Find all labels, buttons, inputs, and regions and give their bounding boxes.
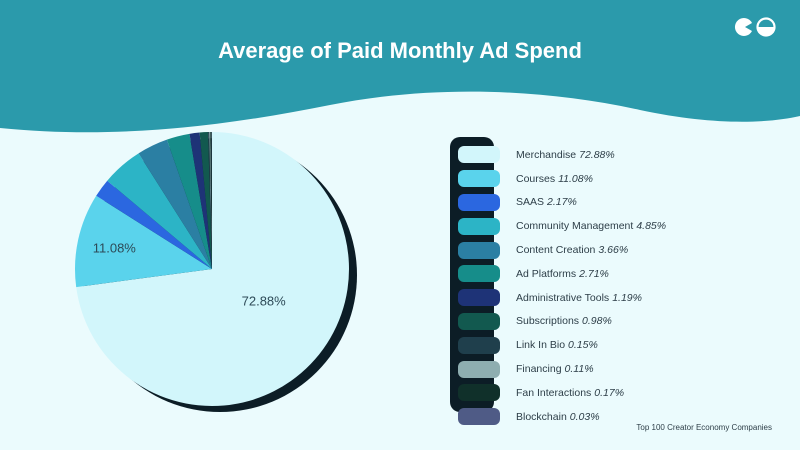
legend-item: Financing 0.11%: [458, 357, 666, 381]
legend-swatch: [458, 312, 500, 330]
legend-swatch: [458, 217, 500, 235]
legend-percent: 3.66%: [598, 244, 629, 257]
legend-swatch: [458, 360, 500, 378]
legend-percent: 72.88%: [579, 148, 615, 161]
legend-item: Fan Interactions 0.17%: [458, 381, 666, 405]
pie-slice-link-in-bio: [208, 132, 212, 269]
pie-slice-fan-interactions: [210, 132, 212, 269]
page-title: Average of Paid Monthly Ad Spend: [218, 38, 582, 63]
pie-slice-administrative-tools: [189, 132, 212, 269]
legend-swatch: [458, 265, 500, 283]
legend-percent: 0.17%: [594, 386, 625, 399]
legend-percent: 0.03%: [569, 410, 600, 423]
legend-item: Community Management 4.85%: [458, 214, 666, 238]
legend-label: Link In Bio: [516, 339, 566, 352]
pie-slice-courses: [74, 195, 212, 288]
legend-label: Ad Platforms: [516, 267, 577, 280]
legend-percent: 2.17%: [547, 196, 577, 209]
legend-item: Administrative Tools 1.19%: [458, 286, 666, 310]
legend-label: Content Creation: [516, 244, 596, 257]
legend: Merchandise 72.88% Courses 11.08% SAAS 2.17% C…: [458, 143, 666, 429]
pie-slice-subscriptions: [199, 132, 212, 269]
legend-swatch: [458, 289, 500, 307]
legend-label: Financing: [516, 363, 562, 376]
legend-item: Courses 11.08%: [458, 167, 666, 191]
legend-percent: 11.08%: [558, 172, 593, 185]
legend-percent: 1.19%: [612, 291, 642, 304]
legend-swatch: [458, 241, 500, 259]
data-label: 72.88%: [242, 294, 287, 309]
pie-slice-saas: [96, 180, 212, 269]
creator-economy-logo-icon: [734, 17, 776, 37]
legend-item: Ad Platforms 2.71%: [458, 262, 666, 286]
legend-swatch: [458, 193, 500, 211]
legend-swatch: [458, 170, 500, 188]
legend-label: Courses: [516, 172, 556, 185]
pie-slice-ad-platforms: [166, 133, 212, 269]
legend-label: Community Management: [516, 220, 634, 233]
legend-swatch: [458, 384, 500, 402]
data-label: 11.08%: [93, 241, 137, 256]
legend-swatch: [458, 336, 500, 354]
legend-label: Fan Interactions: [516, 386, 592, 399]
legend-item: SAAS 2.17%: [458, 191, 666, 215]
legend-label: Merchandise: [516, 148, 577, 161]
pie-slice-financing: [209, 132, 212, 269]
legend-swatch: [458, 146, 500, 164]
legend-swatch: [458, 408, 500, 426]
legend-item: Link In Bio 0.15%: [458, 333, 666, 357]
legend-percent: 0.15%: [568, 339, 598, 352]
legend-item: Blockchain 0.03%: [458, 405, 666, 429]
legend-label: SAAS: [516, 196, 545, 209]
legend-label: Subscriptions: [516, 315, 580, 328]
legend-percent: 0.98%: [582, 315, 612, 328]
legend-percent: 2.71%: [579, 267, 609, 280]
legend-item: Merchandise 72.88%: [458, 143, 666, 167]
legend-percent: 0.11%: [564, 363, 594, 376]
source-note: Top 100 Creator Economy Companies: [636, 423, 772, 432]
legend-label: Administrative Tools: [516, 291, 610, 304]
legend-percent: 4.85%: [636, 220, 667, 233]
pie-slice-community-management: [107, 153, 212, 269]
legend-item: Content Creation 3.66%: [458, 238, 666, 262]
legend-label: Blockchain: [516, 410, 567, 423]
pie-slice-content-creation: [138, 139, 212, 269]
legend-item: Subscriptions 0.98%: [458, 310, 666, 334]
pie-slice-merchandise: [76, 132, 349, 406]
